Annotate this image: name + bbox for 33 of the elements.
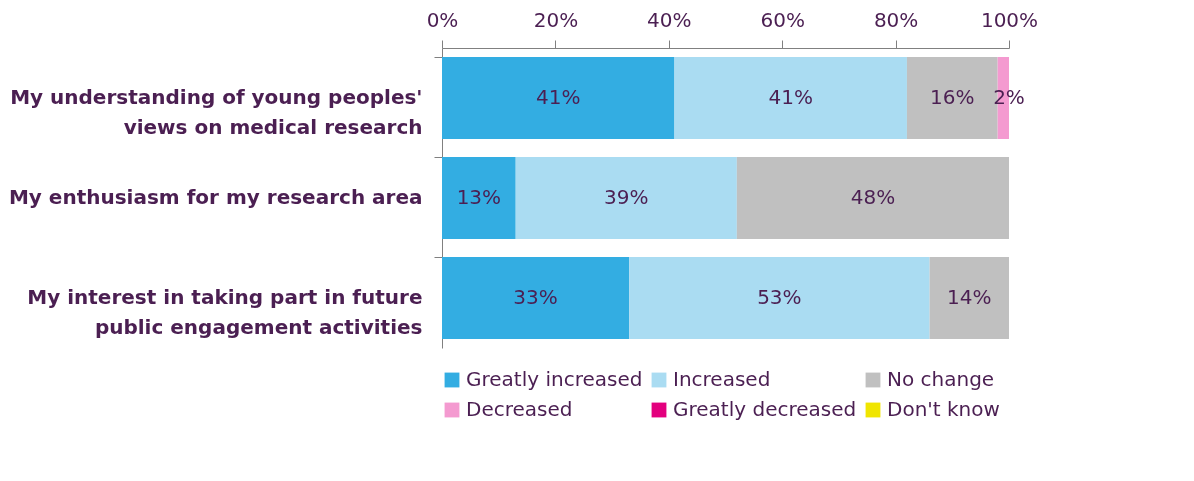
data-label: 41% — [536, 85, 581, 109]
y-tick-label: My interest in taking part in future public engagement activities — [27, 285, 423, 339]
data-label: 39% — [604, 185, 649, 209]
y-tick-label: My understanding of young peoples' views on medical research — [10, 85, 423, 139]
bar — [442, 57, 675, 139]
data-label: 41% — [768, 85, 813, 109]
bar — [442, 157, 516, 239]
y-tick-label: My enthusiasm for my research area — [8, 185, 423, 209]
bar — [929, 257, 1009, 339]
bar — [674, 57, 907, 139]
x-tick-label: 40% — [647, 7, 692, 32]
bar — [442, 257, 630, 339]
data-label: 53% — [757, 285, 802, 309]
x-tick-label: 80% — [873, 7, 919, 32]
x-tick-label: 0% — [426, 7, 459, 32]
bar — [629, 257, 930, 339]
data-label: 48% — [850, 185, 896, 209]
bar — [736, 157, 1009, 239]
data-label: 16% — [930, 85, 975, 109]
legend-label: Increased — [673, 367, 771, 391]
data-label: 13% — [456, 185, 502, 209]
x-tick-label: 60% — [760, 7, 805, 32]
legend-label: Decreased — [466, 397, 573, 421]
legend-label: Greatly increased — [466, 367, 643, 391]
legend-label: Don't know — [887, 397, 1000, 421]
x-tick-label: 20% — [533, 7, 579, 32]
data-label: 2% — [993, 85, 1025, 109]
x-tick-label: 100% — [980, 7, 1039, 32]
bar — [515, 157, 737, 239]
data-label: 33% — [513, 285, 558, 309]
legend-label: Greatly decreased — [673, 397, 857, 421]
legend-label: No change — [887, 367, 995, 391]
data-label: 14% — [947, 285, 992, 309]
